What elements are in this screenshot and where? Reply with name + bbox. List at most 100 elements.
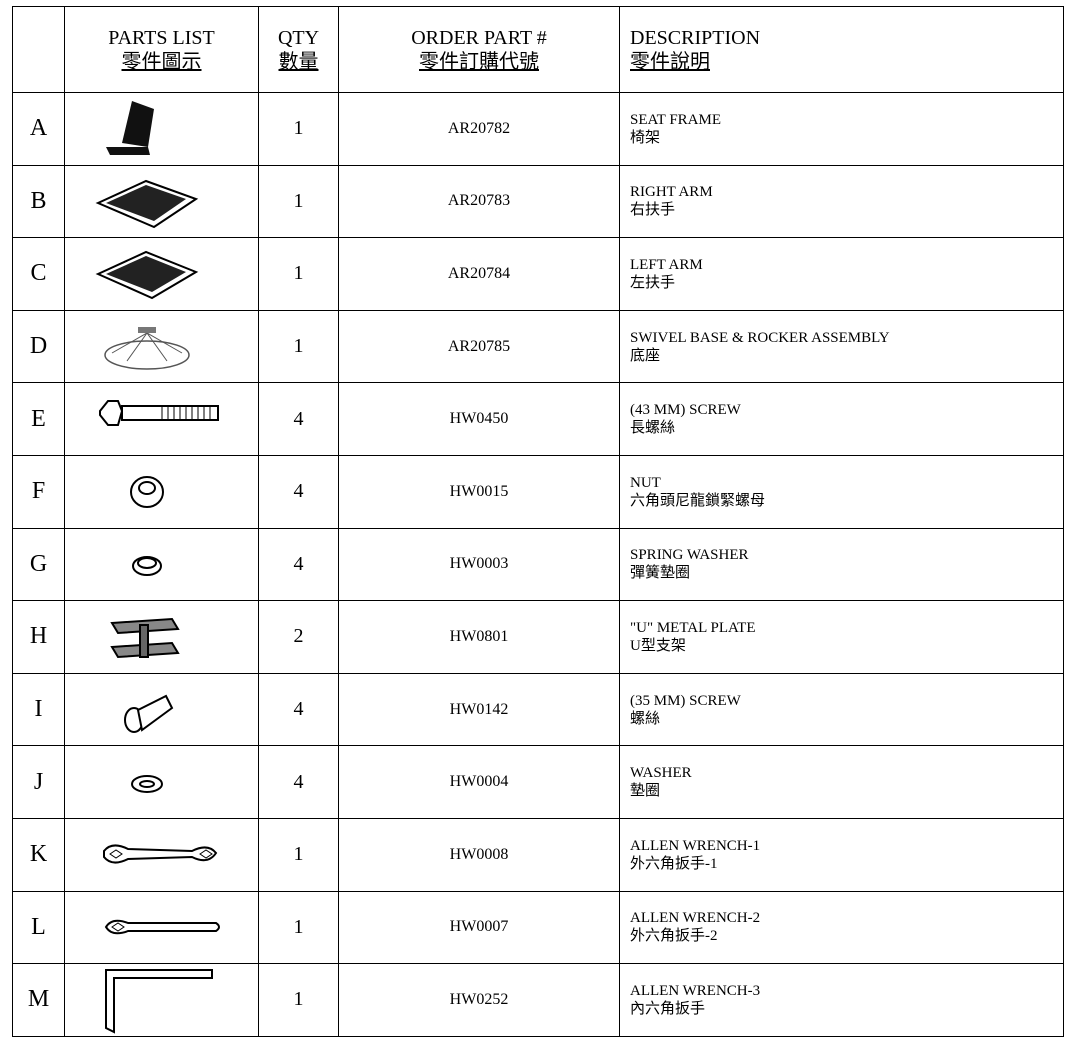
part-image bbox=[109, 617, 180, 658]
description-zh: 長螺絲 bbox=[630, 420, 676, 437]
part-row: D 1 AR20785 SWIVEL BASE & ROCKER ASSEMBLY 底座 bbox=[12, 309, 1064, 384]
header-text: 零件訂購代號 bbox=[419, 50, 539, 73]
part-row: E 4 HW0450 (43 MM) SCREW 長螺絲 bbox=[12, 382, 1064, 456]
part-number: AR20783 bbox=[338, 164, 620, 239]
part-row: C 1 AR20784 LEFT ARM 左扶手 bbox=[12, 237, 1064, 311]
description-cell: SEAT FRAME 椅架 bbox=[619, 92, 1064, 166]
part-image-cell bbox=[64, 817, 259, 892]
part-letter: F bbox=[12, 454, 65, 529]
description-en: ALLEN WRENCH-2 bbox=[630, 910, 761, 927]
description-zh: 外六角扳手-1 bbox=[630, 855, 718, 872]
part-letter: J bbox=[12, 745, 65, 819]
part-image-cell bbox=[64, 672, 259, 747]
part-letter: E bbox=[12, 382, 65, 456]
description-en: (43 MM) SCREW bbox=[630, 402, 741, 419]
parts-table: PARTS LIST 零件圖示 QTY 數量 ORDER PART # 零件訂購代號 … bbox=[12, 6, 1064, 1037]
part-number: HW0252 bbox=[338, 963, 620, 1037]
part-number: AR20782 bbox=[338, 92, 620, 166]
quantity: 4 bbox=[258, 454, 339, 529]
description-en: SWIVEL BASE & ROCKER ASSEMBLY bbox=[630, 329, 890, 346]
part-letter: H bbox=[12, 600, 65, 674]
header-row: PARTS LIST 零件圖示 QTY 數量 ORDER PART # 零件訂購代號 … bbox=[12, 6, 1064, 93]
header-text: 零件說明 bbox=[630, 50, 710, 73]
part-number: HW0142 bbox=[338, 672, 620, 747]
header-cell bbox=[12, 6, 65, 93]
part-row: F 4 HW0015 NUT 六角頭尼龍鎖緊螺母 bbox=[12, 454, 1064, 529]
description-zh: 外六角扳手-2 bbox=[630, 928, 718, 945]
part-letter: G bbox=[12, 527, 65, 602]
description-cell: ALLEN WRENCH-2 外六角扳手-2 bbox=[619, 890, 1064, 965]
description-en: (35 MM) SCREW bbox=[630, 692, 741, 709]
description-cell: ALLEN WRENCH-1 外六角扳手-1 bbox=[619, 817, 1064, 892]
description-cell: SWIVEL BASE & ROCKER ASSEMBLY 底座 bbox=[619, 309, 1064, 384]
quantity: 4 bbox=[258, 382, 339, 456]
part-image-cell bbox=[64, 164, 259, 239]
description-cell: WASHER 墊圈 bbox=[619, 745, 1064, 819]
description-cell: LEFT ARM 左扶手 bbox=[619, 237, 1064, 311]
part-letter: L bbox=[12, 890, 65, 965]
part-letter: K bbox=[12, 817, 65, 892]
header-cell: PARTS LIST 零件圖示 bbox=[64, 6, 259, 93]
part-row: H 2 HW0801 "U" METAL PLATE U型支架 bbox=[12, 600, 1064, 674]
description-zh: 底座 bbox=[630, 347, 661, 364]
part-row: M 1 HW0252 ALLEN WRENCH-3 內六角扳手 bbox=[12, 963, 1064, 1037]
part-image bbox=[103, 326, 190, 370]
description-en: RIGHT ARM bbox=[630, 184, 713, 201]
description-en: ALLEN WRENCH-3 bbox=[630, 982, 761, 999]
description-cell: "U" METAL PLATE U型支架 bbox=[619, 600, 1064, 674]
part-letter: A bbox=[12, 92, 65, 166]
description-zh: 椅架 bbox=[630, 129, 661, 146]
description-en: ALLEN WRENCH-1 bbox=[630, 837, 761, 854]
part-image-cell bbox=[64, 309, 259, 384]
header-text: ORDER PART # bbox=[411, 26, 547, 49]
part-number: HW0801 bbox=[338, 600, 620, 674]
part-image-cell bbox=[64, 454, 259, 529]
quantity: 4 bbox=[258, 527, 339, 602]
part-image-cell bbox=[64, 890, 259, 965]
quantity: 1 bbox=[258, 309, 339, 384]
quantity: 4 bbox=[258, 745, 339, 819]
description-en: SEAT FRAME bbox=[630, 111, 721, 128]
part-number: AR20784 bbox=[338, 237, 620, 311]
header-text: PARTS LIST bbox=[108, 26, 215, 49]
quantity: 1 bbox=[258, 963, 339, 1037]
part-image bbox=[105, 100, 154, 155]
part-image bbox=[104, 920, 220, 935]
description-cell: SPRING WASHER 彈簧墊圈 bbox=[619, 527, 1064, 602]
description-cell: NUT 六角頭尼龍鎖緊螺母 bbox=[619, 454, 1064, 529]
part-letter: C bbox=[12, 237, 65, 311]
header-cell: ORDER PART # 零件訂購代號 bbox=[338, 6, 620, 93]
description-zh: 內六角扳手 bbox=[630, 1000, 706, 1017]
quantity: 1 bbox=[258, 237, 339, 311]
quantity: 4 bbox=[258, 672, 339, 747]
part-number: HW0015 bbox=[338, 454, 620, 529]
part-row: K 1 HW0008 ALLEN WRENCH-1 外六角扳手-1 bbox=[12, 817, 1064, 892]
description-en: WASHER bbox=[630, 765, 692, 782]
part-image-cell bbox=[64, 963, 259, 1037]
description-zh: 六角頭尼龍鎖緊螺母 bbox=[630, 492, 766, 509]
description-cell: (43 MM) SCREW 長螺絲 bbox=[619, 382, 1064, 456]
part-row: G 4 HW0003 SPRING WASHER 彈簧墊圈 bbox=[12, 527, 1064, 602]
description-en: NUT bbox=[630, 474, 661, 491]
description-zh: 右扶手 bbox=[630, 202, 676, 219]
part-image bbox=[95, 180, 198, 229]
part-image-cell bbox=[64, 382, 259, 456]
part-image bbox=[123, 694, 173, 733]
part-image bbox=[95, 250, 198, 300]
part-image-cell bbox=[64, 527, 259, 602]
part-number: HW0003 bbox=[338, 527, 620, 602]
quantity: 2 bbox=[258, 600, 339, 674]
part-number: HW0007 bbox=[338, 890, 620, 965]
quantity: 1 bbox=[258, 817, 339, 892]
part-image bbox=[102, 844, 217, 864]
description-zh: 彈簧墊圈 bbox=[630, 565, 691, 582]
quantity: 1 bbox=[258, 890, 339, 965]
header-text: QTY bbox=[277, 26, 320, 49]
description-zh: 左扶手 bbox=[630, 274, 676, 291]
description-zh: 墊圈 bbox=[630, 783, 661, 800]
header-text: DESCRIPTION bbox=[630, 26, 761, 49]
part-letter: M bbox=[12, 963, 65, 1037]
part-image bbox=[98, 400, 219, 427]
part-row: J 4 HW0004 WASHER 墊圈 bbox=[12, 745, 1064, 819]
